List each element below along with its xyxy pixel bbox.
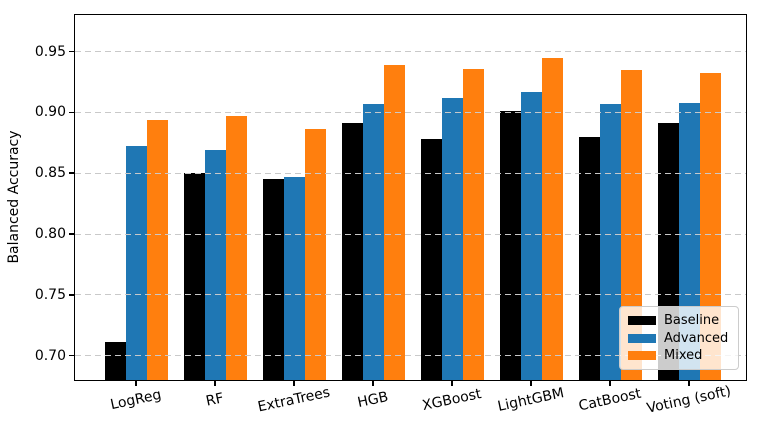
y-tick-label-0.75: 0.75 — [34, 286, 66, 303]
y-tick-label-0.80: 0.80 — [34, 226, 66, 242]
bar-advanced-lightgbm — [520, 91, 542, 380]
bar-advanced-xgboost — [441, 97, 463, 380]
x-tick-label-hgb: HGB — [356, 388, 390, 412]
legend-label-advanced: Advanced — [664, 330, 729, 346]
y-tick-0.90 — [69, 111, 75, 114]
bar-mixed-catboost — [620, 69, 642, 380]
bar-baseline-logreg — [104, 342, 126, 380]
y-tick-label-0.95: 0.95 — [34, 43, 66, 60]
x-tick-voting-soft — [688, 380, 690, 386]
gridline-0.90 — [75, 111, 747, 113]
legend-label-baseline: Baseline — [664, 313, 720, 328]
bar-mixed-xgboost — [462, 68, 484, 380]
legend-swatch-baseline — [628, 316, 656, 325]
bar-mixed-hgb — [383, 64, 405, 380]
y-tick-0.95 — [69, 50, 75, 53]
bar-baseline-rf — [183, 173, 205, 380]
bar-advanced-hgb — [362, 103, 384, 380]
legend-item-mixed: Mixed — [628, 347, 730, 364]
bar-baseline-lightgbm — [499, 111, 521, 380]
x-tick-label-catboost: CatBoost — [577, 385, 643, 415]
bar-advanced-logreg — [125, 146, 147, 380]
bar-advanced-catboost — [599, 103, 621, 380]
bar-mixed-voting-soft — [699, 73, 721, 380]
x-tick-hgb — [372, 380, 374, 386]
bar-mixed-lightgbm — [541, 57, 563, 380]
x-tick-xgboost — [451, 380, 453, 386]
gridline-0.80 — [75, 233, 747, 235]
bar-advanced-extratrees — [283, 176, 305, 380]
gridline-0.95 — [75, 51, 747, 52]
x-tick-label-voting-soft: Voting (soft) — [645, 383, 733, 417]
x-tick-label-extratrees: ExtraTrees — [256, 384, 332, 416]
x-tick-rf — [214, 380, 216, 386]
bar-mixed-logreg — [146, 119, 168, 380]
legend-item-baseline: Baseline — [628, 312, 730, 329]
x-tick-label-lightgbm: LightGBM — [496, 385, 566, 415]
legend-swatch-mixed — [628, 351, 656, 360]
y-tick-0.85 — [69, 172, 75, 174]
x-tick-logreg — [135, 380, 137, 386]
x-tick-catboost — [609, 380, 611, 386]
y-axis-title: Balanced Accuracy — [6, 130, 22, 264]
legend: Baseline Advanced Mixed — [619, 306, 739, 370]
x-tick-label-rf: RF — [204, 390, 226, 410]
gridline-0.75 — [75, 294, 747, 296]
gridline-0.70 — [75, 355, 747, 357]
y-tick-0.75 — [69, 294, 75, 296]
bar-mixed-rf — [225, 115, 247, 380]
gridline-0.85 — [75, 172, 747, 174]
x-tick-label-xgboost: XGBoost — [420, 385, 483, 415]
y-tick-label-0.90: 0.90 — [34, 104, 66, 121]
x-tick-lightgbm — [530, 380, 532, 386]
x-tick-label-logreg: LogReg — [108, 386, 163, 414]
bar-mixed-extratrees — [304, 129, 326, 380]
bar-advanced-rf — [204, 150, 226, 380]
y-tick-label-0.85: 0.85 — [34, 165, 66, 182]
x-tick-extratrees — [293, 380, 295, 386]
y-tick-0.80 — [69, 233, 75, 235]
bar-baseline-xgboost — [420, 139, 442, 380]
bar-baseline-extratrees — [262, 179, 284, 380]
legend-label-mixed: Mixed — [664, 348, 703, 363]
bar-baseline-hgb — [341, 123, 363, 380]
y-tick-label-0.70: 0.70 — [34, 347, 66, 364]
legend-item-advanced: Advanced — [628, 330, 730, 347]
y-tick-0.70 — [69, 354, 75, 357]
legend-swatch-advanced — [628, 333, 656, 343]
bar-baseline-catboost — [578, 136, 600, 380]
